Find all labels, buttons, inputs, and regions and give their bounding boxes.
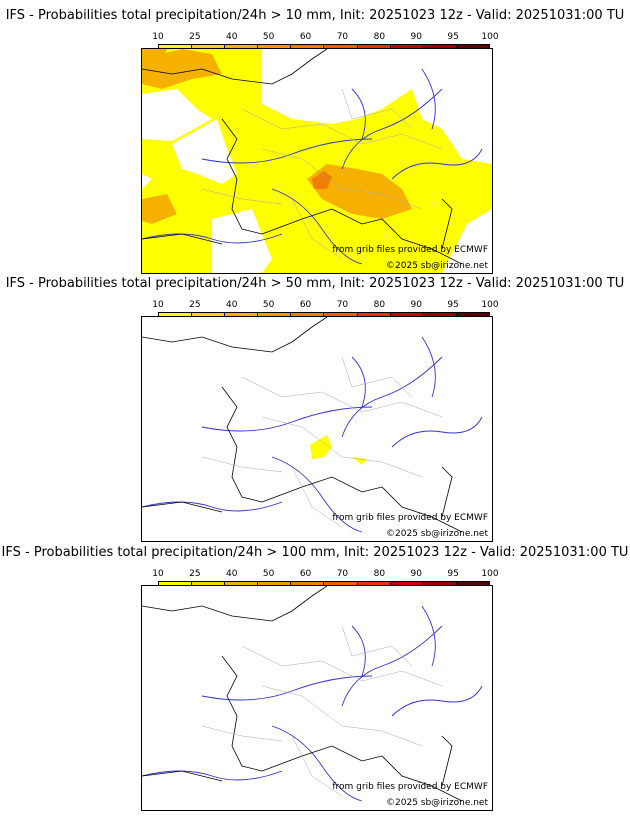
credit-copyright: ©2025 sb@irizone.net [386,261,488,271]
precip-map: from grib files provided by ECMWF ©2025 … [141,48,493,274]
no-prob-area [212,209,272,273]
legend-tick-label: 95 [447,32,459,42]
credit-copyright: ©2025 sb@irizone.net [386,798,488,808]
legend-tick-label: 100 [481,569,499,579]
legend-tick-label: 25 [189,32,201,42]
legend-tick-label: 90 [410,300,422,310]
no-prob-area [142,89,212,141]
legend-ticks: 10 25 40 50 60 70 80 90 95 100 [152,569,498,581]
map-svg [142,586,483,802]
legend-tick-label: 80 [373,32,386,42]
prob-area-10-25 [352,457,367,465]
legend-tick-label: 80 [373,569,386,579]
prob-area-25-40 [142,49,167,61]
precip-map: from grib files provided by ECMWF ©2025 … [141,585,493,811]
panel-50mm: IFS - Probabilities total precipitation/… [0,276,630,546]
prob-area-25-40 [142,194,177,224]
legend-tick-label: 10 [152,32,164,42]
legend-tick-label: 60 [299,569,312,579]
no-prob-area [442,209,492,273]
legend-tick-label: 40 [226,300,238,310]
panel-title: IFS - Probabilities total precipitation/… [1,545,629,560]
legend-tick-label: 60 [299,300,312,310]
legend-tick-label: 95 [447,569,459,579]
legend-tick-label: 50 [262,300,275,310]
legend-tick-label: 70 [336,300,349,310]
legend-tick-label: 50 [262,569,275,579]
legend-tick-label: 25 [189,569,201,579]
panel-10mm: IFS - Probabilities total precipitation/… [0,8,630,278]
legend-tick-label: 40 [226,569,238,579]
credit-copyright: ©2025 sb@irizone.net [386,529,488,539]
credit-source: from grib files provided by ECMWF [332,782,488,792]
coastlines [142,586,463,802]
credit-source: from grib files provided by ECMWF [332,245,488,255]
rivers [142,605,483,802]
rivers [142,336,483,533]
prob-area-25-40 [307,164,412,219]
legend-ticks: 10 25 40 50 60 70 80 90 95 100 [152,300,498,312]
legend-tick-label: 10 [152,300,164,310]
prob-area-40-60 [312,171,332,189]
legend-tick-label: 90 [410,32,422,42]
legend-tick-label: 90 [410,569,422,579]
legend-tick-label: 25 [189,300,201,310]
legend-tick-label: 70 [336,569,349,579]
admin-boundaries [201,356,443,528]
admin-boundaries [201,88,443,260]
legend-tick-label: 50 [262,32,275,42]
legend-tick-label: 100 [481,32,499,42]
coastlines [142,49,463,265]
no-prob-area [142,174,152,189]
legend-tick-label: 10 [152,569,164,579]
map-svg [142,49,492,273]
legend-tick-label: 60 [299,32,312,42]
panel-title: IFS - Probabilities total precipitation/… [5,276,625,291]
legend-tick-label: 100 [481,300,499,310]
legend-tick-label: 80 [373,300,386,310]
legend-tick-label: 40 [226,32,238,42]
precip-map: from grib files provided by ECMWF ©2025 … [141,316,493,542]
legend-tick-label: 70 [336,32,349,42]
panel-100mm: IFS - Probabilities total precipitation/… [0,545,630,815]
rivers [142,68,483,265]
map-svg [142,317,483,533]
panel-title: IFS - Probabilities total precipitation/… [5,8,625,23]
coastlines [142,317,463,533]
admin-boundaries [201,625,443,797]
credit-source: from grib files provided by ECMWF [332,513,488,523]
no-prob-area [262,49,492,164]
legend-tick-label: 95 [447,300,459,310]
legend-ticks: 10 25 40 50 60 70 80 90 95 100 [152,32,498,44]
prob-area-10-25 [310,435,332,459]
no-prob-area [172,119,237,184]
